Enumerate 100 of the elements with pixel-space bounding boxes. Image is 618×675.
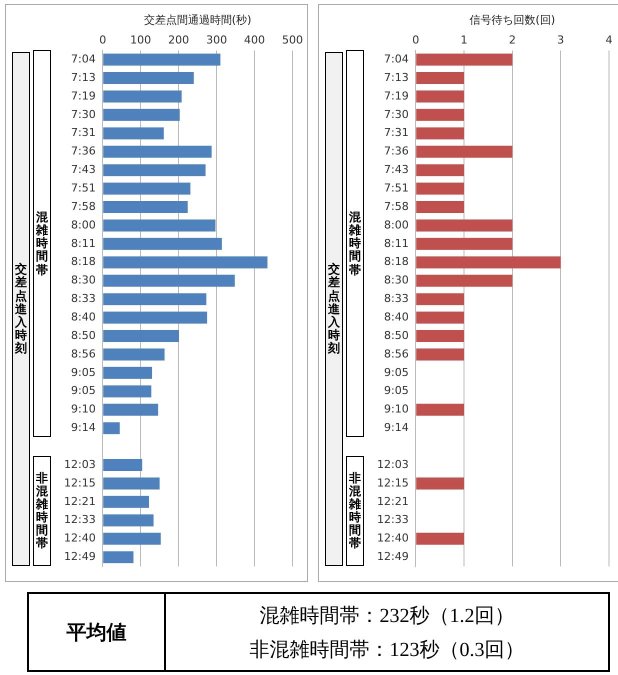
label-frame: 交差点進入時刻: [325, 52, 343, 566]
y-tick-label: 12:40: [64, 532, 96, 545]
bar: [103, 108, 180, 121]
x-axis-title: 交差点間通過時間(秒): [144, 13, 252, 26]
bar: [103, 238, 222, 250]
x-tick-label: 400: [244, 34, 266, 47]
y-tick-label: 8:50: [384, 328, 409, 342]
bar: [103, 182, 190, 195]
bar: [416, 182, 464, 195]
bar: [103, 496, 150, 508]
y-tick-label: 12:21: [376, 494, 409, 508]
bar: [103, 385, 152, 398]
y-tick-label: 8:33: [70, 292, 96, 306]
text: 平均値: [29, 594, 166, 670]
bar: [416, 477, 464, 490]
bar: [103, 127, 164, 140]
y-tick-label: 9:05: [384, 366, 409, 379]
bar: [103, 54, 220, 66]
y-tick-label: 12:03: [64, 458, 96, 471]
y-tick-label: 12:49: [376, 550, 409, 564]
y-tick-label: 7:30: [70, 108, 96, 121]
bar: [103, 219, 216, 232]
bar: [103, 164, 206, 176]
y-tick-label: 7:43: [384, 163, 409, 176]
y-tick-label: 7:36: [384, 144, 409, 158]
y-tick-label: 7:31: [384, 126, 409, 140]
y-tick-label: 7:04: [70, 52, 96, 66]
y-tick-label: 9:05: [70, 384, 96, 398]
bar: [416, 293, 464, 306]
y-tick-label: 7:19: [384, 89, 409, 102]
y-tick-label: 12:33: [64, 513, 96, 526]
bar: [416, 404, 464, 416]
y-tick-label: 9:10: [384, 402, 409, 416]
y-tick-label: 8:56: [70, 347, 96, 360]
y-tick-label: 12:33: [376, 513, 409, 526]
x-tick-label: 200: [168, 34, 190, 47]
x-axis-title: 信号待ち回数(回): [470, 13, 556, 26]
y-tick-label: 7:36: [70, 144, 96, 158]
y-tick-label: 7:58: [384, 200, 409, 213]
bar: [103, 532, 161, 545]
bar: [103, 90, 182, 102]
x-tick-label: 3: [557, 34, 564, 47]
bar: [103, 348, 165, 360]
bar: [103, 477, 160, 490]
y-tick-label: 12:15: [376, 476, 409, 490]
label-frame: 混雑時間帯: [33, 50, 51, 438]
y-tick-label: 7:13: [70, 70, 96, 84]
y-axis-title: 交差点進入時刻: [14, 262, 28, 356]
x-tick-label: 0: [412, 34, 420, 47]
bar: [416, 90, 464, 102]
y-tick-label: 8:56: [384, 347, 409, 360]
x-tick-label: 4: [606, 34, 612, 47]
y-tick-label: 12:15: [64, 476, 96, 490]
bar: [103, 459, 142, 472]
label-frame: 非混雑時間帯: [33, 456, 51, 566]
y-tick-label: 7:51: [70, 181, 96, 194]
y-tick-label: 9:05: [384, 384, 409, 398]
y-tick-label: 9:10: [70, 402, 96, 416]
bar: [416, 312, 464, 324]
y-tick-label: 7:04: [384, 52, 409, 66]
y-tick-label: 7:51: [384, 181, 409, 194]
bar: [416, 146, 512, 158]
bar: [416, 219, 512, 232]
y-tick-label: 7:19: [70, 89, 96, 102]
y-tick-label: 7:58: [70, 200, 96, 213]
y-tick-label: 8:11: [70, 236, 96, 250]
bar: [416, 72, 464, 84]
y-tick-label: 12:21: [64, 494, 96, 508]
y-tick-label: 8:00: [70, 218, 96, 232]
text: 非混雑時間帯：123秒（0.3回）: [250, 638, 524, 662]
bar: [103, 404, 158, 416]
bar: [103, 422, 120, 434]
bar: [103, 274, 235, 287]
y-axis-title: 交差点進入時刻: [328, 262, 340, 356]
bar: [103, 201, 188, 214]
text: 混雑時間帯：232秒（1.2回）: [260, 604, 514, 628]
label-frame: 混雑時間帯: [346, 50, 364, 438]
bar: [103, 330, 179, 342]
y-tick-label: 8:11: [384, 236, 409, 250]
bar: [103, 293, 206, 306]
y-tick-label: 8:40: [70, 310, 96, 324]
bar: [416, 164, 464, 176]
y-tick-label: 8:30: [70, 274, 96, 287]
y-tick-label: 7:31: [70, 126, 96, 140]
bar: [416, 238, 512, 250]
y-tick-label: 9:14: [70, 421, 96, 434]
bar: [103, 72, 194, 84]
bar: [103, 312, 208, 324]
bar: [416, 108, 464, 121]
y-tick-label: 7:13: [384, 70, 409, 84]
bar: [103, 514, 154, 526]
bar: [416, 256, 561, 268]
bar: [416, 330, 464, 342]
y-tick-label: 8:30: [384, 274, 409, 287]
bar: [416, 348, 464, 360]
y-tick-label: 8:33: [384, 292, 409, 306]
y-tick-label: 12:49: [64, 550, 96, 564]
y-tick-label: 12:03: [376, 458, 409, 471]
x-tick-label: 500: [282, 34, 303, 47]
y-tick-label: 12:40: [376, 532, 409, 545]
